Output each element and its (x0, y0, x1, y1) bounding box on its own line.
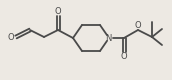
Text: O: O (121, 52, 127, 61)
Text: O: O (135, 20, 141, 30)
Text: N: N (105, 34, 111, 42)
Text: O: O (7, 32, 14, 42)
Text: O: O (55, 7, 61, 16)
